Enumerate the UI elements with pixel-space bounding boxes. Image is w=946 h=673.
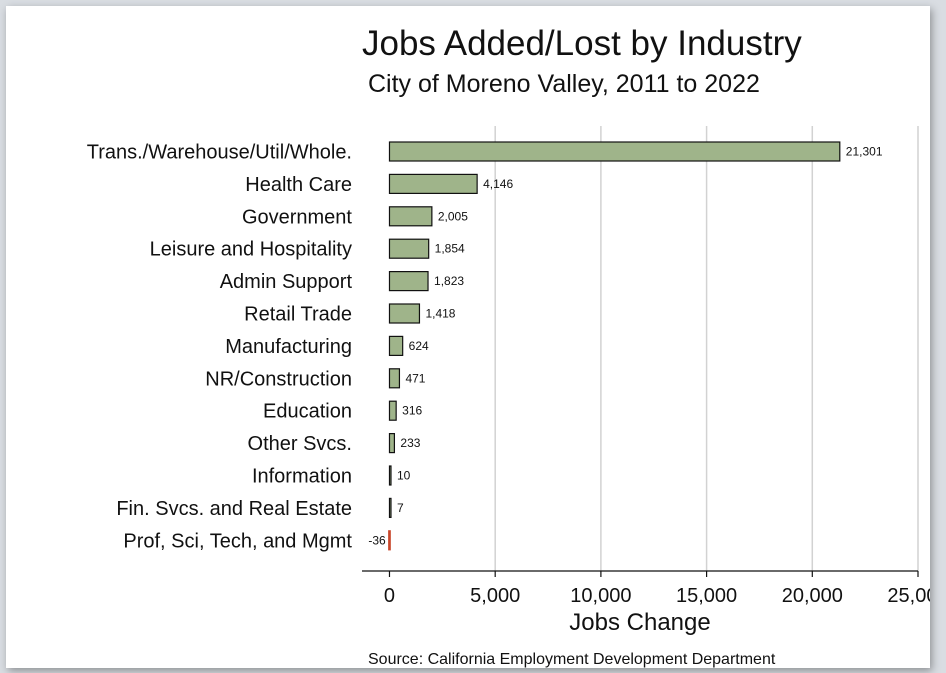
chart-card: Jobs Added/Lost by Industry City of More… xyxy=(6,6,930,668)
x-axis-label: Jobs Change xyxy=(569,609,710,636)
x-axis: 0 5,000 10,000 15,000 20,000 25,000 xyxy=(362,570,930,607)
x-tick-label: 5,000 xyxy=(470,585,520,607)
bar-value-label: 7 xyxy=(397,501,404,515)
x-tick-label: 20,000 xyxy=(782,585,843,607)
category-label: Education xyxy=(263,401,352,423)
x-tick-label: 0 xyxy=(384,585,395,607)
bar-value-label: 624 xyxy=(409,339,429,353)
category-label: Manufacturing xyxy=(225,336,352,358)
category-label: Fin. Svcs. and Real Estate xyxy=(116,498,352,520)
x-tick-label: 25,000 xyxy=(887,585,930,607)
bar-value-label: -36 xyxy=(368,533,386,547)
bar-value-label: 1,823 xyxy=(434,274,464,288)
x-tick-label: 10,000 xyxy=(570,585,631,607)
bar xyxy=(388,238,430,259)
category-label: Information xyxy=(252,466,352,488)
bar-chart: Jobs Added/Lost by Industry City of More… xyxy=(87,24,930,668)
bar xyxy=(388,530,391,551)
category-label: Trans./Warehouse/Util/Whole. xyxy=(87,142,352,164)
bar xyxy=(388,497,392,518)
category-label: Leisure and Hospitality xyxy=(150,239,352,261)
bar xyxy=(388,368,401,389)
grid-lines xyxy=(494,126,919,571)
chart-title: Jobs Added/Lost by Industry xyxy=(362,24,802,63)
bars: Trans./Warehouse/Util/Whole. 21,301 Health… xyxy=(87,141,883,552)
bar xyxy=(388,141,841,162)
bar xyxy=(388,335,404,356)
bar xyxy=(388,271,429,292)
bar-value-label: 233 xyxy=(400,436,420,450)
chart-subtitle: City of Moreno Valley, 2011 to 2022 xyxy=(368,70,760,98)
category-label: Retail Trade xyxy=(244,304,352,326)
bar-value-label: 1,854 xyxy=(435,242,465,256)
x-tick-label: 15,000 xyxy=(676,585,737,607)
bar xyxy=(388,465,392,486)
category-label: Government xyxy=(242,206,352,228)
bar-value-label: 10 xyxy=(397,469,411,483)
category-label: Health Care xyxy=(245,174,352,196)
bar-value-label: 1,418 xyxy=(425,307,455,321)
category-label: Other Svcs. xyxy=(248,433,352,455)
bar xyxy=(388,173,478,194)
bar xyxy=(388,303,421,324)
bar-value-label: 471 xyxy=(405,371,425,385)
bar-value-label: 4,146 xyxy=(483,177,513,191)
bar-value-label: 2,005 xyxy=(438,209,468,223)
bar-value-label: 21,301 xyxy=(846,145,883,159)
bar-value-label: 316 xyxy=(402,404,422,418)
bar xyxy=(388,206,433,227)
bar xyxy=(388,433,396,454)
bar xyxy=(388,400,397,421)
category-label: NR/Construction xyxy=(205,368,352,390)
category-label: Prof, Sci, Tech, and Mgmt xyxy=(123,530,352,552)
category-label: Admin Support xyxy=(220,271,353,293)
source-note: Source: California Employment Developmen… xyxy=(368,651,776,668)
